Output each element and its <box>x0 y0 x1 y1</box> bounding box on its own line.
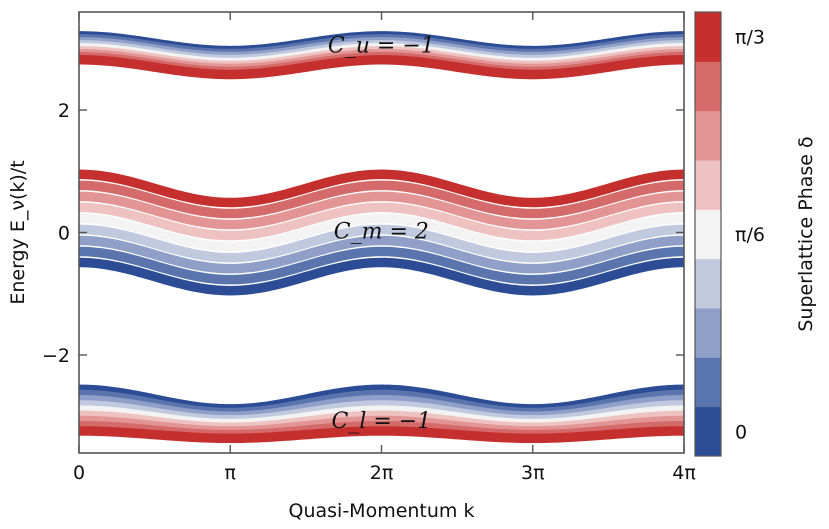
band-label-upper: C_u = −1 <box>328 33 435 58</box>
colorbar-swatch <box>695 357 721 408</box>
band-lower-curve <box>79 426 684 444</box>
band-middle-curve <box>79 180 684 219</box>
x-axis-title: Quasi-Momentum k <box>289 500 475 522</box>
colorbar-tick-label: π/6 <box>735 224 765 246</box>
band-label-middle: C_m = 2 <box>334 220 429 245</box>
band-upper-curve <box>79 55 684 80</box>
colorbar-swatch <box>695 12 721 62</box>
axes: 0 π 2π 3π 4π 2 0 −2 <box>42 11 696 484</box>
colorbar-title: Superlattice Phase δ <box>795 136 817 331</box>
colorbar-tick-label: 0 <box>735 421 747 443</box>
colorbar-swatch <box>695 61 721 112</box>
band-middle <box>79 169 684 296</box>
colorbar-swatch <box>695 209 721 260</box>
x-tick-label: π <box>225 462 236 484</box>
band-lower <box>79 384 684 444</box>
y-tick-label: 0 <box>58 223 70 245</box>
colorbar-swatch <box>695 110 721 161</box>
plot-area <box>79 31 684 444</box>
colorbar-swatch <box>695 406 721 457</box>
band-middle-curve <box>79 246 684 285</box>
band-middle-curve <box>79 191 684 230</box>
colorbar-swatch <box>695 308 721 358</box>
colorbar: 0 π/6 π/3 <box>694 11 765 457</box>
band-middle-curve <box>79 257 684 296</box>
colorbar-frame <box>694 11 722 457</box>
colorbar-swatch <box>695 258 721 309</box>
band-middle-curve <box>79 202 684 241</box>
x-tick-label: 0 <box>73 462 85 484</box>
y-tick-label: −2 <box>42 345 70 367</box>
band-middle-curve <box>79 224 684 263</box>
band-middle-curve <box>79 235 684 274</box>
band-upper <box>79 31 684 80</box>
colorbar-tick-label: π/3 <box>735 27 765 49</box>
x-tick-label: 3π <box>521 462 545 484</box>
band-label-lower: C_l = −1 <box>331 409 431 434</box>
y-axis-title: Energy E_ν(k)/t <box>7 160 29 304</box>
band-labels: C_u = −1 C_m = 2 C_l = −1 <box>328 33 435 433</box>
x-tick-label: 4π <box>672 462 696 484</box>
colorbar-swatch <box>695 160 721 210</box>
band-middle-curve <box>79 169 684 208</box>
x-tick-label: 2π <box>370 462 394 484</box>
y-tick-label: 2 <box>58 100 70 122</box>
band-middle-curve <box>79 213 684 252</box>
